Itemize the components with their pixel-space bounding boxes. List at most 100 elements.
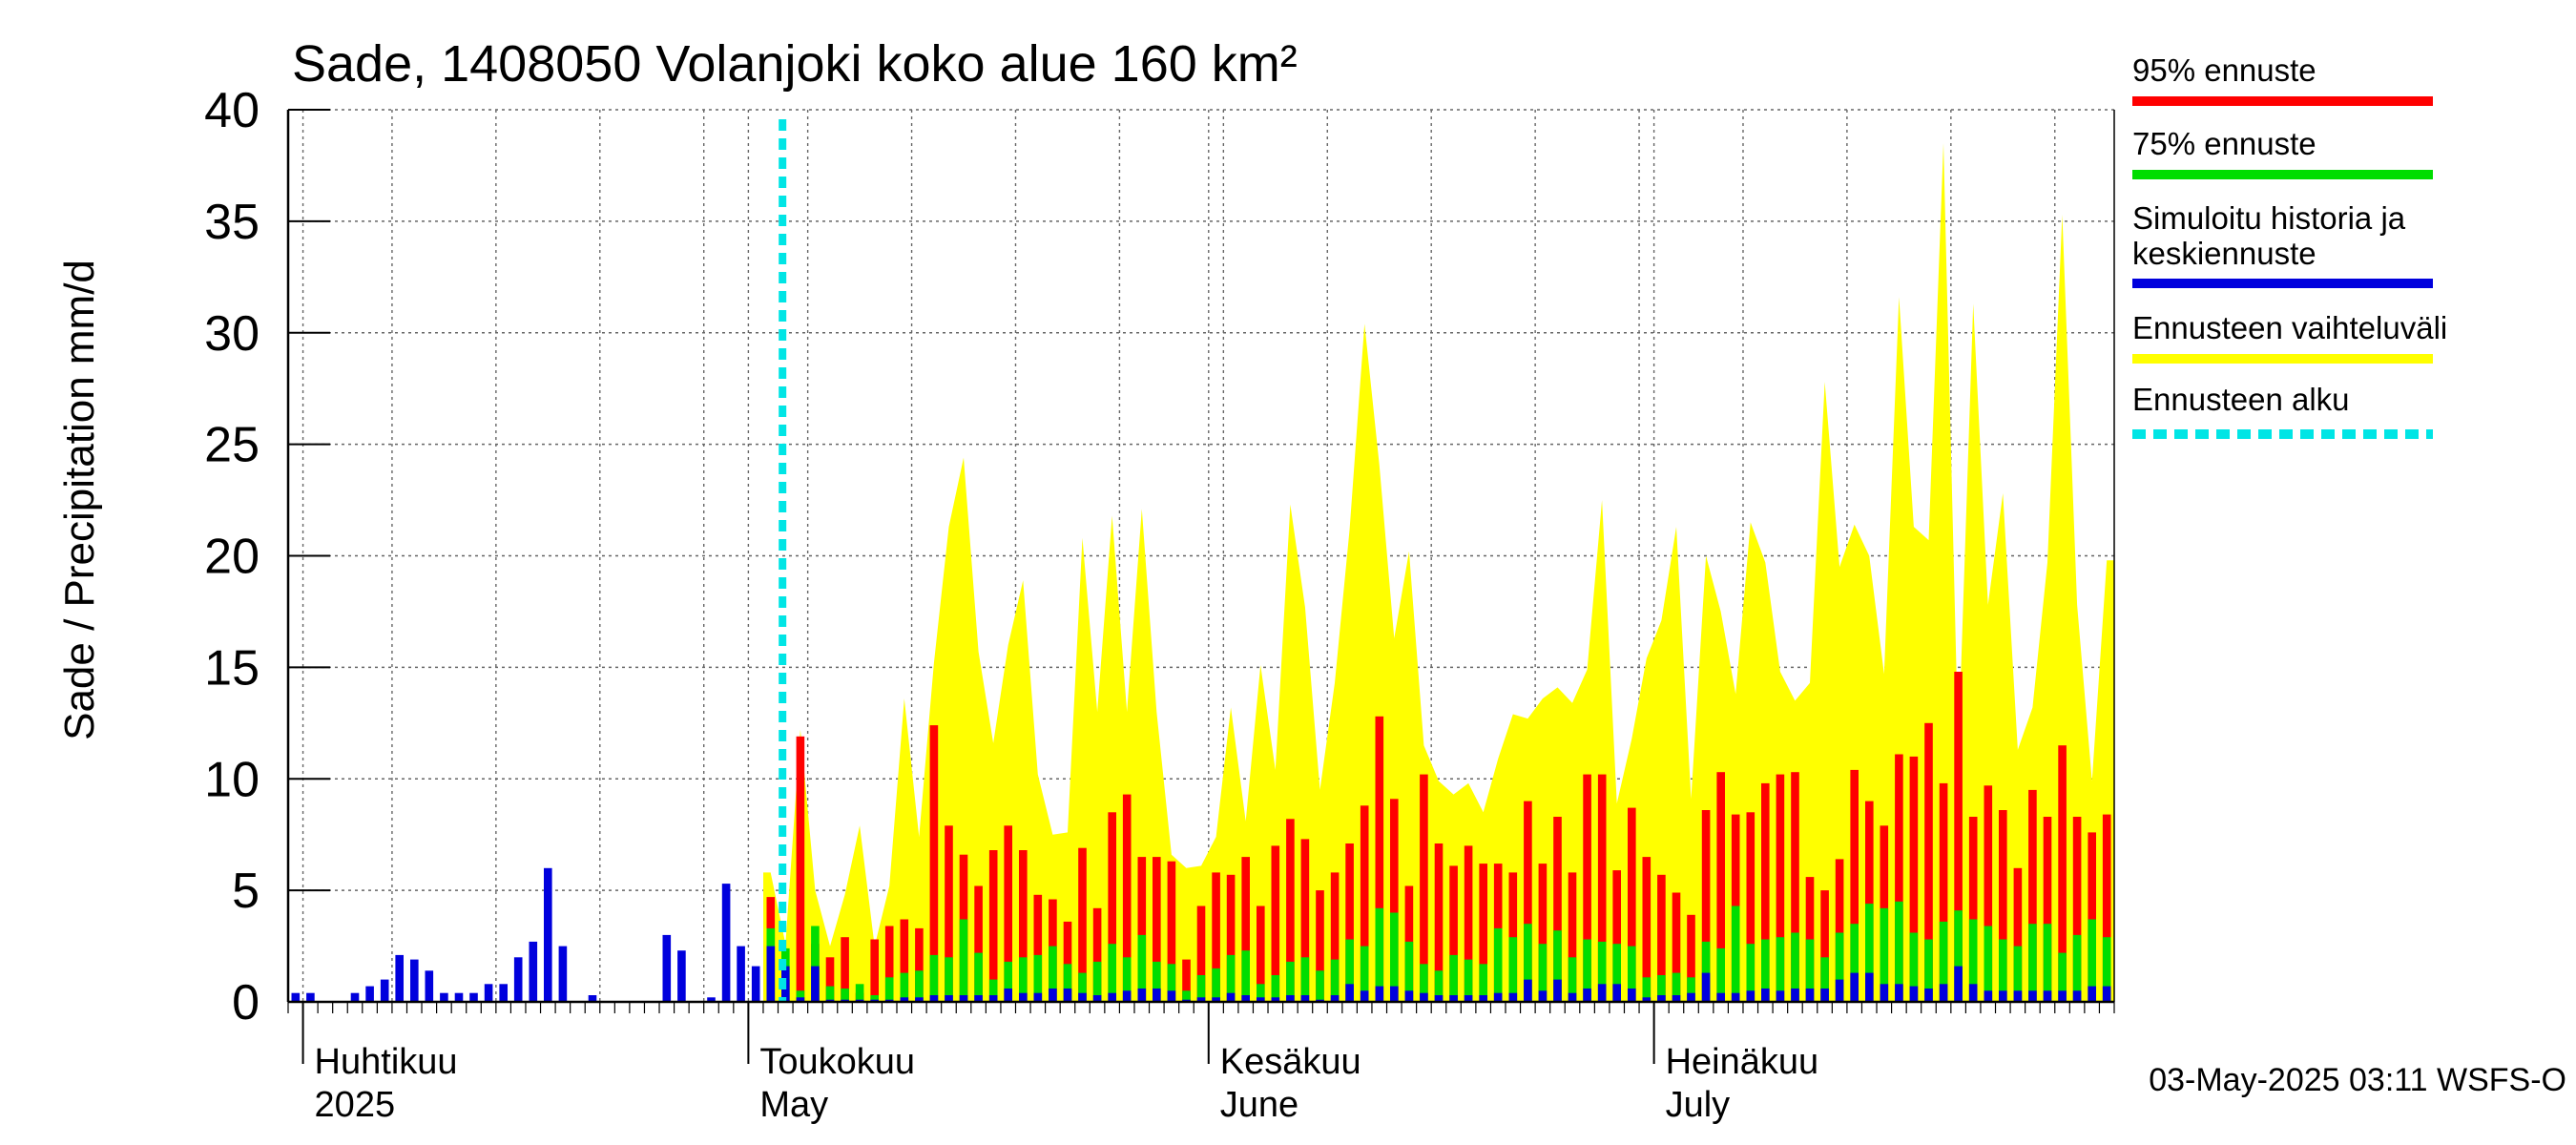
median-bar — [2072, 990, 2082, 1002]
p95-bar — [2013, 867, 2023, 1003]
history-bar — [469, 992, 478, 1002]
p75-bar — [1004, 961, 1012, 1002]
month-label: Heinäkuu — [1666, 1042, 1819, 1082]
median-bar — [1449, 995, 1458, 1002]
p75-bar — [2102, 937, 2111, 1002]
p95-bar — [1791, 772, 1799, 1002]
p75-bar — [870, 995, 879, 1002]
median-bar — [1286, 995, 1295, 1002]
median-bar — [2058, 990, 2067, 1002]
p75-bar — [1167, 964, 1176, 1002]
median-bar — [1019, 992, 1028, 1002]
legend-label: Ennusteen vaihteluväli — [2132, 310, 2447, 345]
p75-bar — [1493, 927, 1503, 1002]
median-bar — [1390, 986, 1399, 1002]
p95-bar — [2072, 817, 2082, 1002]
p95-bar — [1390, 799, 1399, 1002]
median-bar — [1553, 979, 1562, 1002]
p75-bar — [1701, 941, 1711, 1002]
month-label: Toukokuu — [759, 1042, 915, 1082]
p95-bar — [988, 850, 998, 1002]
p75-bar — [1954, 910, 1963, 1002]
median-bar — [1404, 990, 1414, 1002]
month-label-secondary: 2025 — [315, 1085, 396, 1125]
p95-bar — [884, 926, 894, 1002]
legend-label: keskiennuste — [2132, 236, 2316, 271]
median-bar — [1850, 972, 1859, 1002]
p95-bar — [1286, 819, 1295, 1002]
p95-bar — [1153, 857, 1161, 1002]
p75-bar — [1568, 957, 1577, 1003]
median-bar — [974, 995, 983, 1002]
median-bar — [1939, 984, 1948, 1002]
month-label-secondary: July — [1666, 1085, 1731, 1125]
p75-bar — [1880, 907, 1889, 1002]
p95-bar — [1909, 756, 1919, 1002]
p75-bar — [1226, 954, 1236, 1002]
month-label: Kesäkuu — [1220, 1042, 1361, 1082]
p95-bar — [1716, 772, 1725, 1002]
median-bar — [1049, 989, 1057, 1002]
p75-bar — [1805, 939, 1815, 1002]
p95-bar — [1092, 907, 1102, 1002]
median-bar — [1597, 984, 1607, 1002]
p95-bar — [1954, 672, 1963, 1002]
p95-bar — [1553, 817, 1562, 1002]
median-bar — [900, 997, 909, 1002]
median-bar — [1479, 995, 1487, 1002]
p75-bar — [1612, 944, 1621, 1002]
p75-bar — [1479, 964, 1487, 1002]
y-tick-label: 15 — [204, 640, 260, 696]
p95-bar — [1701, 810, 1711, 1002]
median-bar — [1122, 990, 1132, 1002]
history-bar — [662, 934, 672, 1002]
history-bar — [440, 992, 448, 1002]
median-bar — [1731, 992, 1740, 1002]
history-bar — [484, 984, 493, 1002]
history-bar — [291, 992, 301, 1002]
p75-bar — [1316, 970, 1324, 1002]
p75-bar — [1968, 919, 1978, 1002]
median-bar — [945, 995, 953, 1002]
p95-bar — [915, 927, 924, 1002]
p75-bar — [1895, 901, 1903, 1002]
p75-bar — [2072, 934, 2082, 1002]
median-bar — [988, 995, 998, 1002]
median-bar — [1999, 990, 2007, 1002]
history-bar — [410, 959, 419, 1002]
p75-bar — [1257, 984, 1265, 1002]
median-bar — [1360, 990, 1369, 1002]
p95-bar — [1597, 774, 1607, 1002]
p75-bar — [1212, 968, 1220, 1002]
p95-bar — [1345, 843, 1354, 1002]
median-bar — [811, 966, 820, 1002]
p75-bar — [1791, 932, 1799, 1002]
p95-bar — [1212, 872, 1220, 1002]
p75-bar — [2058, 952, 2067, 1002]
median-bar — [2088, 986, 2096, 1002]
median-bar — [1835, 979, 1844, 1002]
p95-bar — [1434, 843, 1444, 1002]
p75-bar — [1657, 975, 1666, 1002]
history-bar — [425, 970, 434, 1002]
p95-bar — [2102, 814, 2111, 1002]
p95-bar — [1004, 825, 1012, 1002]
p95-bar — [1137, 857, 1147, 1002]
p95-bar — [1108, 812, 1116, 1002]
y-tick-label: 25 — [204, 418, 260, 473]
p95-bar — [1122, 794, 1132, 1002]
p75-bar — [1196, 975, 1206, 1002]
median-bar — [1063, 989, 1072, 1002]
p95-bar — [1850, 769, 1859, 1002]
p75-bar — [1776, 937, 1785, 1002]
p75-bar — [2043, 924, 2052, 1002]
p75-bar — [988, 979, 998, 1002]
p75-bar — [1033, 954, 1043, 1002]
p95-bar — [2058, 745, 2067, 1002]
p95-bar — [1375, 716, 1384, 1002]
median-bar — [1984, 990, 1993, 1002]
p95-bar — [1167, 861, 1176, 1002]
p95-bar — [1895, 754, 1903, 1002]
median-bar — [1968, 984, 1978, 1002]
median-bar — [1612, 984, 1621, 1002]
